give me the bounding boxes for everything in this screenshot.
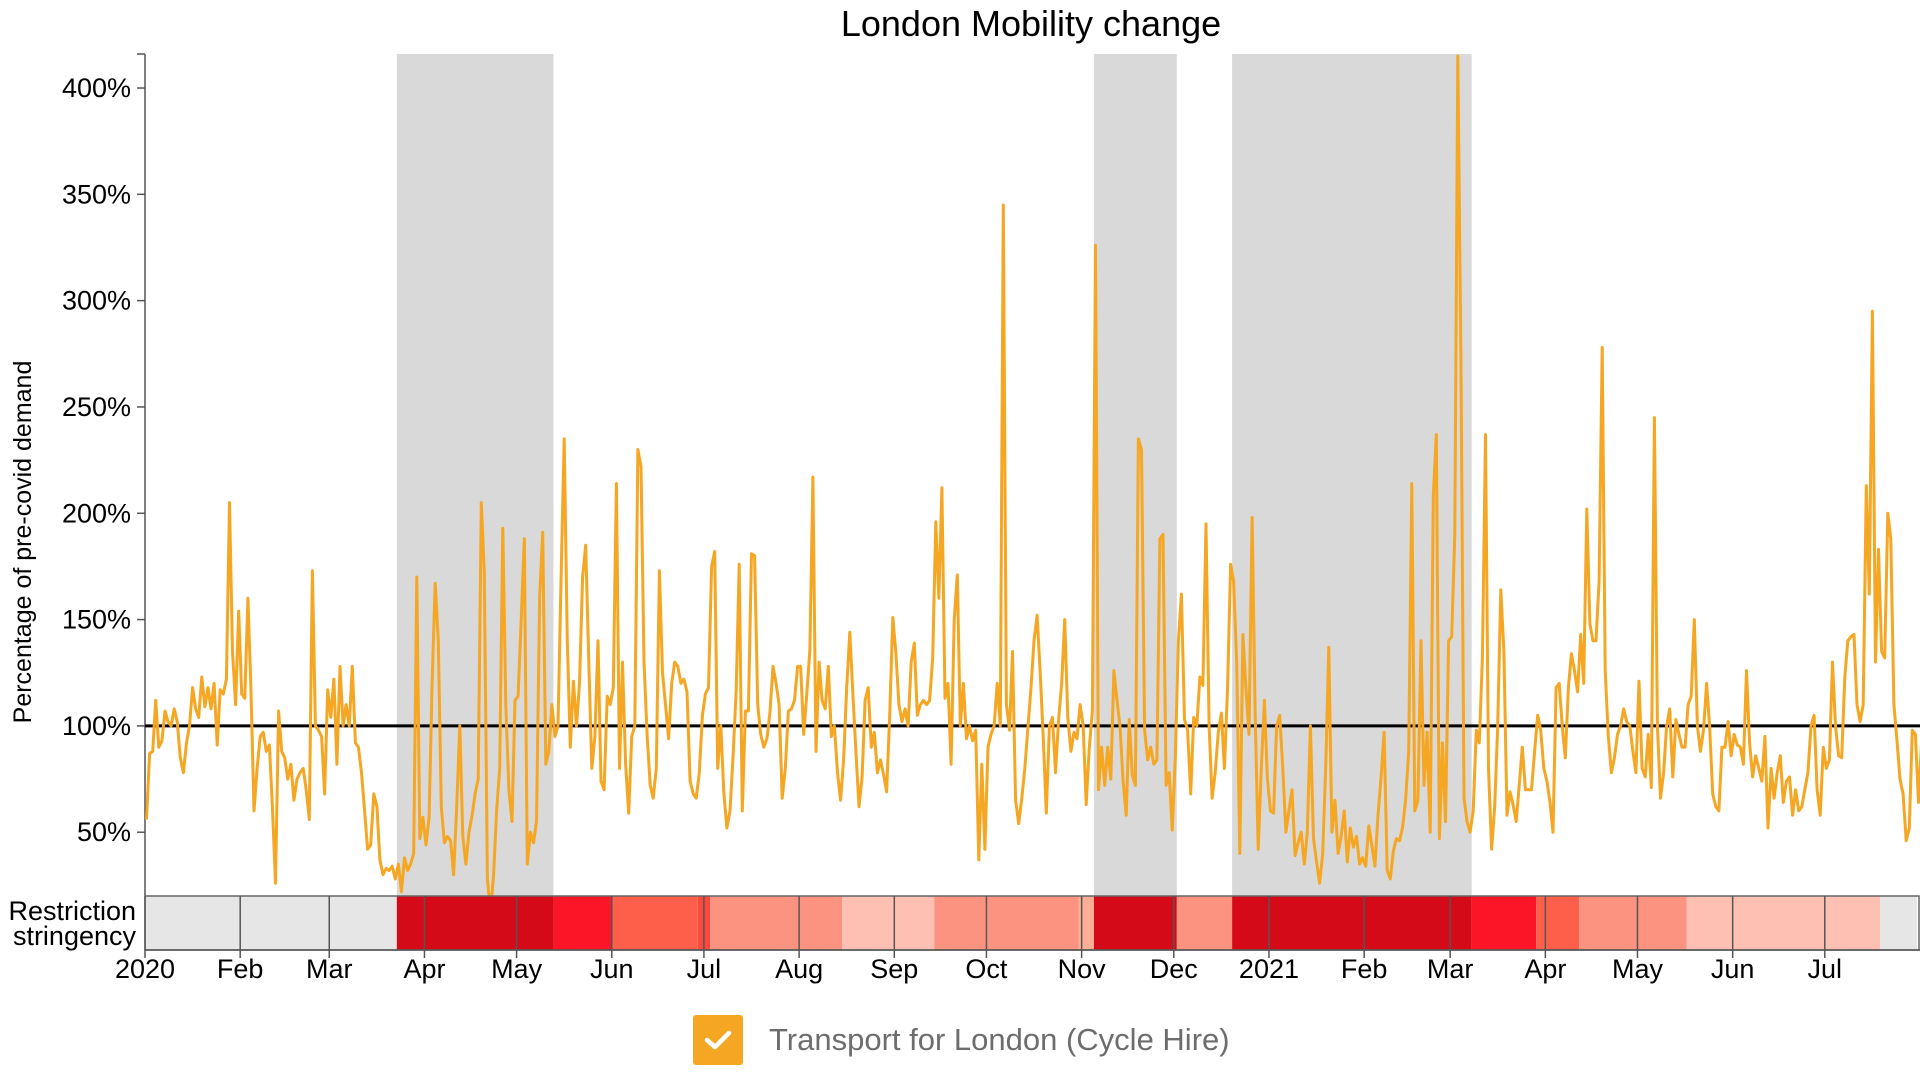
y-axis: 50% 100% 150% 200% 250% 300% 350% 400% (62, 53, 146, 896)
x-tick-label: May (1612, 954, 1664, 984)
restriction-label-line2: stringency (13, 921, 137, 951)
restriction-band (1093, 896, 1177, 950)
restriction-band (1471, 896, 1537, 950)
y-axis-title: Percentage of pre-covid demand (9, 361, 37, 724)
restriction-band (710, 896, 843, 950)
x-tick-label: Apr (403, 954, 445, 984)
restriction-band (934, 896, 1079, 950)
x-tick-label: Mar (306, 954, 353, 984)
x-tick-label: 2021 (1239, 954, 1299, 984)
restriction-band (1536, 896, 1580, 950)
x-axis: 2020 Feb Mar Apr May Jun Jul Aug Sep Oct Nov Dec 202… (115, 896, 1920, 984)
x-tick-label: Oct (965, 954, 1008, 984)
x-tick-label: Sep (870, 954, 918, 984)
checkmark-icon (704, 1030, 732, 1050)
restriction-bands (144, 895, 1920, 951)
legend-item-cycle-hire[interactable]: Transport for London (Cycle Hire) (693, 1015, 1230, 1065)
x-tick-label: Nov (1058, 954, 1107, 984)
y-tick-label: 50% (77, 817, 131, 847)
x-tick-label: 2020 (115, 954, 175, 984)
restriction-band (1078, 896, 1094, 950)
x-tick-label: Aug (775, 954, 823, 984)
x-tick-label: Jul (1808, 954, 1843, 984)
x-tick-label: Jun (1711, 954, 1755, 984)
legend-checkbox[interactable] (693, 1015, 743, 1065)
y-tick-label: 300% (62, 286, 131, 316)
x-tick-label: Mar (1427, 954, 1474, 984)
y-tick-label: 150% (62, 605, 131, 635)
y-tick-label: 100% (62, 711, 131, 741)
restriction-band (1232, 896, 1472, 950)
series-line-cycle-hire (145, 54, 1920, 915)
x-tick-label: Jun (590, 954, 634, 984)
restriction-band (611, 896, 698, 950)
x-tick-label: May (491, 954, 543, 984)
chart-title: London Mobility change (841, 3, 1221, 44)
restriction-band (1880, 896, 1917, 950)
restriction-label-line1: Restriction (8, 896, 136, 926)
y-tick-label: 200% (62, 498, 131, 528)
y-tick-label: 350% (62, 179, 131, 209)
x-tick-label: Dec (1150, 954, 1198, 984)
x-tick-label: Feb (217, 954, 264, 984)
restriction-band (894, 896, 935, 950)
x-tick-label: Jul (687, 954, 722, 984)
restriction-band (553, 896, 612, 950)
restriction-band (1176, 896, 1233, 950)
restriction-band (842, 896, 895, 950)
restriction-band (1579, 896, 1687, 950)
x-tick-label: Apr (1524, 954, 1566, 984)
y-tick-label: 250% (62, 392, 131, 422)
restriction-band (145, 896, 397, 950)
y-tick-label: 400% (62, 73, 131, 103)
restriction-band (1686, 896, 1881, 950)
legend-label: Transport for London (Cycle Hire) (769, 1022, 1230, 1057)
series-group (145, 54, 1920, 915)
restriction-band (396, 896, 554, 950)
x-tick-label: Feb (1341, 954, 1388, 984)
